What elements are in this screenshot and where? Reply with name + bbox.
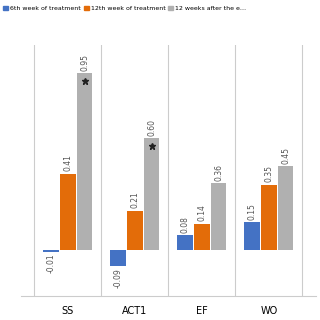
Text: -0.01: -0.01 [46, 254, 56, 273]
Bar [77, 73, 92, 250]
Text: 0.41: 0.41 [63, 155, 72, 171]
Bar [211, 183, 226, 250]
Bar [261, 185, 276, 250]
Text: 0.36: 0.36 [214, 164, 223, 180]
Text: 0.95: 0.95 [80, 54, 89, 71]
Bar [144, 138, 159, 250]
Bar [110, 250, 126, 266]
Text: -0.09: -0.09 [114, 268, 123, 288]
Legend: 6th week of treatment, 12th week of treatment, 12 weeks after the e…: 6th week of treatment, 12th week of trea… [0, 4, 249, 14]
Text: 0.15: 0.15 [248, 203, 257, 220]
Text: 0.35: 0.35 [264, 165, 273, 182]
Bar [127, 211, 142, 250]
Bar [177, 235, 193, 250]
Bar [244, 222, 260, 250]
Bar [43, 250, 59, 252]
Bar [60, 173, 76, 250]
Text: 0.21: 0.21 [130, 192, 139, 208]
Bar [194, 224, 210, 250]
Text: 0.60: 0.60 [147, 119, 156, 136]
Bar [278, 166, 293, 250]
Text: 0.14: 0.14 [197, 204, 206, 221]
Text: 0.45: 0.45 [281, 147, 290, 164]
Text: 0.08: 0.08 [180, 216, 190, 233]
